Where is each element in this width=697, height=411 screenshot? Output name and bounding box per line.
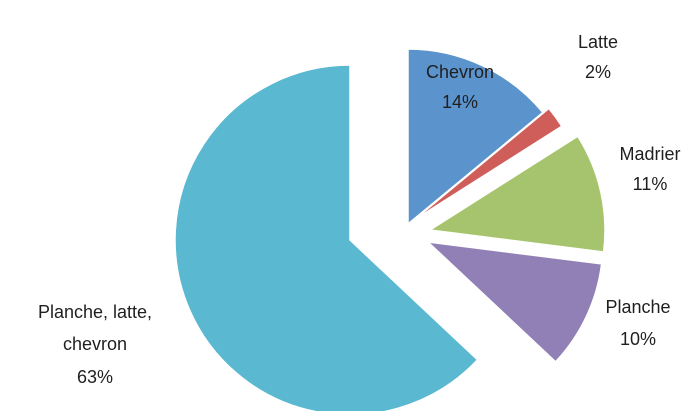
data-label-percent: 63% bbox=[77, 367, 113, 387]
data-label-category: chevron bbox=[63, 334, 127, 354]
pie-slice-planche bbox=[425, 240, 603, 363]
data-label-category: Chevron bbox=[426, 62, 494, 82]
data-label-percent: 14% bbox=[442, 92, 478, 112]
data-label-percent: 11% bbox=[633, 174, 668, 194]
data-label-percent: 10% bbox=[620, 329, 656, 349]
pie-slice-madrier bbox=[427, 135, 606, 253]
data-label-category: Latte bbox=[578, 32, 618, 52]
pie-slice-planche-latte-chevron bbox=[174, 64, 479, 411]
data-label-category: Planche bbox=[605, 297, 670, 317]
pie-slice-chevron bbox=[407, 48, 544, 226]
data-label-percent: 2% bbox=[585, 62, 611, 82]
pie-slice-latte bbox=[413, 107, 563, 221]
data-label-category: Planche, latte, bbox=[38, 302, 152, 322]
data-label-category: Madrier bbox=[619, 144, 680, 164]
